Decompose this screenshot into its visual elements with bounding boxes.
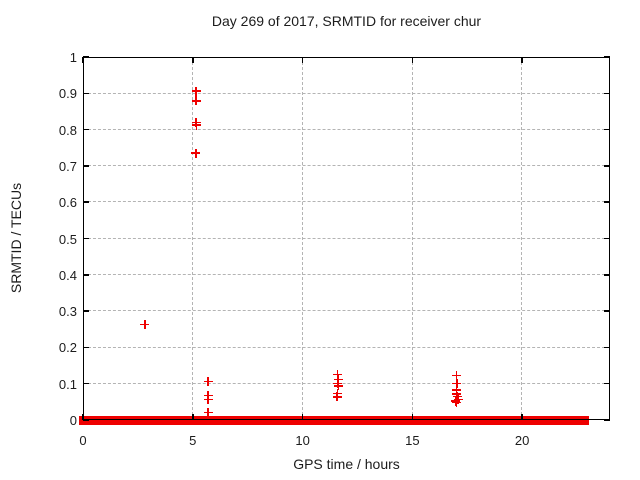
x-tick-label: 15 [405, 433, 420, 448]
y-tick-left [83, 419, 89, 421]
x-tick-label: 5 [189, 433, 197, 448]
data-point-marker [452, 398, 462, 408]
y-gridline [83, 201, 610, 203]
y-tick-label: 0.2 [58, 340, 77, 356]
y-gridline [83, 274, 610, 276]
y-tick-right [604, 419, 610, 421]
zero-band-segment [460, 415, 589, 425]
y-tick-label: 0 [69, 413, 77, 428]
y-tick-label: 1 [69, 50, 77, 65]
y-tick-label: 0.7 [58, 158, 77, 174]
y-tick-left [83, 237, 89, 240]
x-tick-bottom [192, 414, 194, 420]
data-point-marker [191, 96, 201, 106]
y-gridline [83, 165, 610, 167]
y-gridline [83, 92, 610, 94]
chart-title: Day 269 of 2017, SRMTID for receiver chu… [211, 13, 482, 29]
zero-band-segment [198, 415, 462, 425]
y-gridline [83, 346, 610, 348]
y-gridline [83, 310, 610, 312]
y-tick-right [604, 382, 610, 385]
y-tick-label: 0.6 [58, 195, 77, 211]
y-tick-left [83, 201, 89, 203]
x-tick-top [521, 57, 523, 63]
data-point-marker [332, 392, 342, 402]
y-tick-right [604, 165, 610, 167]
data-point-marker [191, 120, 201, 130]
data-point-marker [451, 389, 461, 399]
x-axis-label: GPS time / hours [293, 456, 400, 472]
data-point-marker [453, 394, 463, 404]
y-tick-left [83, 165, 89, 167]
data-point-marker [452, 378, 462, 388]
x-tick-bottom [411, 414, 414, 420]
data-point-marker [333, 369, 343, 379]
y-tick-left [83, 92, 89, 95]
y-tick-left [83, 382, 89, 385]
x-tick-label: 10 [295, 433, 310, 448]
y-tick-label: 0.4 [58, 267, 77, 283]
y-tick-label: 0.9 [58, 86, 77, 102]
x-tick-label: 0 [79, 433, 87, 448]
data-point-marker [203, 377, 213, 387]
y-tick-label: 0.8 [58, 122, 77, 138]
data-point-marker [451, 396, 461, 406]
data-point-marker [451, 370, 461, 380]
x-tick-bottom [301, 414, 304, 420]
y-tick-label: 0.1 [58, 376, 77, 392]
y-tick-right [604, 274, 610, 276]
x-tick-label: 20 [514, 433, 530, 448]
y-tick-left [83, 346, 89, 349]
plot-area [79, 56, 610, 425]
y-gridline [83, 128, 610, 130]
data-point-marker [203, 407, 213, 417]
data-point-marker [203, 394, 213, 404]
y-tick-left [83, 128, 89, 131]
y-tick-right [604, 128, 610, 131]
zero-band-segment [79, 415, 200, 425]
y-tick-right [604, 310, 610, 312]
y-tick-right [604, 56, 610, 58]
x-tick-top [82, 57, 84, 63]
data-point-marker [333, 381, 343, 391]
y-gridline [83, 382, 610, 384]
x-tick-bottom [521, 414, 523, 420]
x-tick-top [411, 57, 414, 63]
y-tick-left [83, 56, 89, 58]
y-tick-left [83, 310, 89, 312]
y-tick-right [604, 201, 610, 203]
x-tick-top [192, 57, 194, 63]
y-tick-left [83, 274, 89, 276]
y-tick-right [604, 92, 610, 95]
y-gridline [83, 237, 610, 239]
data-point-marker [140, 320, 150, 330]
y-tick-right [604, 237, 610, 240]
x-tick-top [301, 57, 304, 63]
y-tick-label: 0.3 [58, 304, 77, 320]
y-tick-label: 0.5 [58, 231, 77, 247]
y-axis-label: SRMTID / TECUs [8, 182, 24, 294]
data-point-marker [191, 86, 201, 96]
data-point-marker [191, 148, 201, 158]
y-tick-right [604, 346, 610, 349]
